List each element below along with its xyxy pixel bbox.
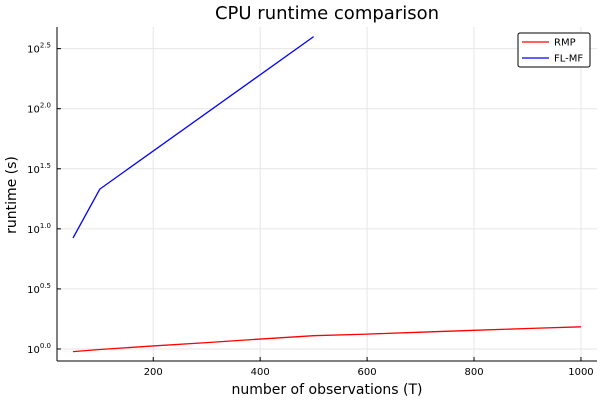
- y-tick-label: 100.0: [27, 342, 51, 356]
- y-tick-exponent: 2.0: [40, 102, 51, 110]
- legend-label: RMP: [554, 38, 576, 49]
- y-tick-label: 102.0: [27, 102, 51, 116]
- legend-label: FL-MF: [554, 54, 583, 65]
- y-tick-base: 10: [27, 285, 40, 296]
- y-tick-exponent: 0.0: [40, 342, 51, 350]
- y-tick-label: 101.0: [27, 222, 51, 236]
- y-tick-label: 100.5: [27, 282, 51, 296]
- x-axis-label: number of observations (T): [231, 382, 422, 398]
- y-tick-base: 10: [27, 45, 40, 56]
- axes-layer: [56, 27, 597, 362]
- y-tick-exponent: 0.5: [40, 282, 51, 290]
- series-line-rmp: [72, 326, 581, 353]
- y-tick-base: 10: [27, 105, 40, 116]
- series-line-fl-mf: [72, 36, 315, 239]
- grid-layer: [57, 27, 597, 361]
- y-tick-exponent: 1.5: [40, 162, 51, 170]
- y-tick-base: 10: [27, 345, 40, 356]
- y-tick-label: 101.5: [27, 162, 51, 176]
- y-tick-exponent: 1.0: [40, 222, 51, 230]
- x-tick-label: 400: [251, 367, 270, 378]
- x-tick-label: 200: [144, 367, 163, 378]
- legend: RMP FL-MF: [517, 32, 591, 68]
- y-tick-exponent: 2.5: [40, 42, 51, 50]
- x-tick-label: 1000: [568, 367, 593, 378]
- chart-title: CPU runtime comparison: [215, 3, 439, 24]
- y-tick-base: 10: [27, 225, 40, 236]
- ticks-layer: 200 400 600 800 1000100.0100.5101.0101.5102.…: [27, 42, 594, 378]
- y-tick-label: 102.5: [27, 42, 51, 56]
- series-layer: [72, 36, 581, 353]
- y-axis-label: runtime (s): [4, 156, 20, 234]
- x-tick-label: 600: [358, 367, 377, 378]
- x-tick-label: 800: [464, 367, 483, 378]
- y-tick-base: 10: [27, 165, 40, 176]
